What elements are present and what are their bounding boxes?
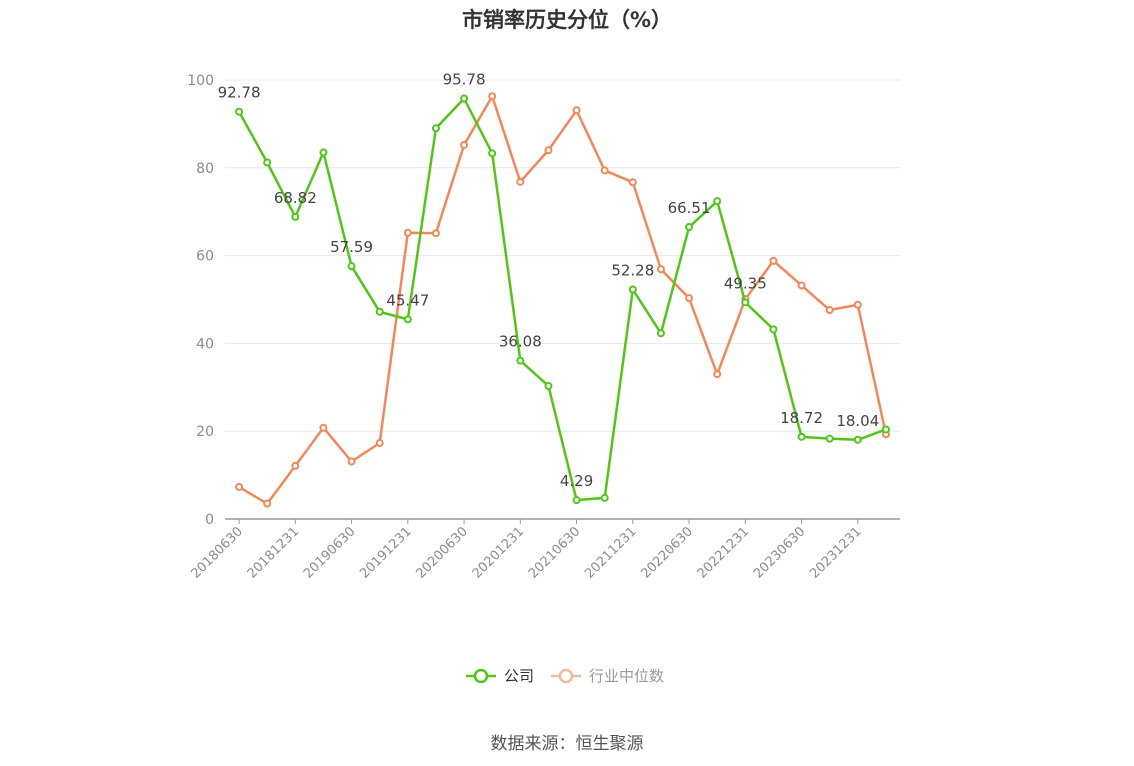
data-point	[375, 307, 384, 316]
data-point	[516, 356, 525, 365]
series-line-industry-median	[238, 94, 888, 505]
data-point	[375, 439, 384, 448]
series-line-company	[237, 97, 887, 502]
data-point	[319, 423, 328, 432]
x-tick-label: 20200630	[413, 524, 470, 581]
data-point	[263, 499, 272, 508]
data-label: 66.51	[668, 199, 711, 217]
data-label: 4.29	[560, 472, 593, 490]
data-point	[488, 92, 497, 101]
x-tick-label: 20211231	[582, 524, 639, 581]
data-point	[460, 94, 469, 103]
data-label: 95.78	[443, 71, 486, 89]
data-point	[488, 149, 497, 158]
legend-label-company: 公司	[504, 667, 534, 685]
data-point	[403, 228, 412, 237]
x-tick-label: 20221231	[695, 524, 752, 581]
legend-label-industry-median: 行业中位数	[589, 667, 664, 685]
x-tick-label: 20230630	[751, 524, 808, 581]
data-label: 49.35	[724, 274, 767, 292]
x-tick-label: 20210630	[526, 524, 583, 581]
data-point	[431, 124, 440, 133]
legend-marker-industry-median	[558, 668, 574, 684]
y-tick-label: 20	[196, 424, 214, 440]
data-point	[235, 107, 244, 116]
data-label: 68.82	[274, 189, 317, 207]
data-source: 数据来源：恒生聚源	[490, 734, 644, 754]
data-point	[291, 212, 300, 221]
legend-marker-company	[473, 668, 489, 684]
chart-title: 市销率历史分位（%）	[461, 8, 673, 32]
data-point	[825, 306, 834, 315]
data-point	[600, 493, 609, 502]
data-point	[263, 158, 272, 167]
data-label: 52.28	[611, 261, 654, 279]
data-label: 92.78	[218, 84, 261, 102]
x-tick-label: 20220630	[638, 524, 695, 581]
data-point	[769, 256, 778, 265]
y-tick-label: 0	[205, 512, 214, 528]
data-point	[319, 148, 328, 157]
data-point	[769, 325, 778, 334]
y-tick-label: 100	[187, 73, 214, 89]
data-label: 45.47	[386, 291, 429, 309]
data-point	[797, 281, 806, 290]
data-point	[544, 146, 553, 155]
data-point	[881, 425, 890, 434]
data-point	[825, 434, 834, 443]
data-point	[656, 329, 665, 338]
data-label: 36.08	[499, 333, 542, 351]
y-tick-label: 60	[196, 249, 214, 265]
data-point	[347, 457, 356, 466]
data-point	[572, 496, 581, 505]
x-tick-label: 20231231	[807, 524, 864, 581]
data-point	[713, 370, 722, 379]
data-point	[656, 265, 665, 274]
x-tick-label: 20201231	[470, 524, 527, 581]
data-point	[685, 294, 694, 303]
data-point	[291, 461, 300, 470]
data-point	[628, 178, 637, 187]
y-tick-label: 40	[196, 336, 214, 352]
data-point	[797, 432, 806, 441]
data-point	[235, 482, 244, 491]
x-tick-label: 20190630	[301, 524, 358, 581]
data-label: 57.59	[330, 238, 373, 256]
data-point	[628, 285, 637, 294]
data-point	[516, 177, 525, 186]
data-label: 18.72	[780, 409, 823, 427]
data-point	[460, 140, 469, 149]
data-point	[572, 106, 581, 115]
data-point	[403, 315, 412, 324]
data-point	[741, 298, 750, 307]
data-point	[713, 197, 722, 206]
x-tick-label: 20180630	[188, 524, 245, 581]
data-point	[431, 229, 440, 238]
data-point	[544, 381, 553, 390]
y-tick-label: 80	[196, 161, 214, 177]
data-point	[685, 223, 694, 232]
x-tick-label: 20181231	[245, 524, 302, 581]
data-point	[853, 435, 862, 444]
x-tick-label: 20191231	[357, 524, 414, 581]
data-point	[853, 300, 862, 309]
data-label: 18.04	[836, 412, 879, 430]
data-point	[600, 166, 609, 175]
data-point	[347, 262, 356, 271]
